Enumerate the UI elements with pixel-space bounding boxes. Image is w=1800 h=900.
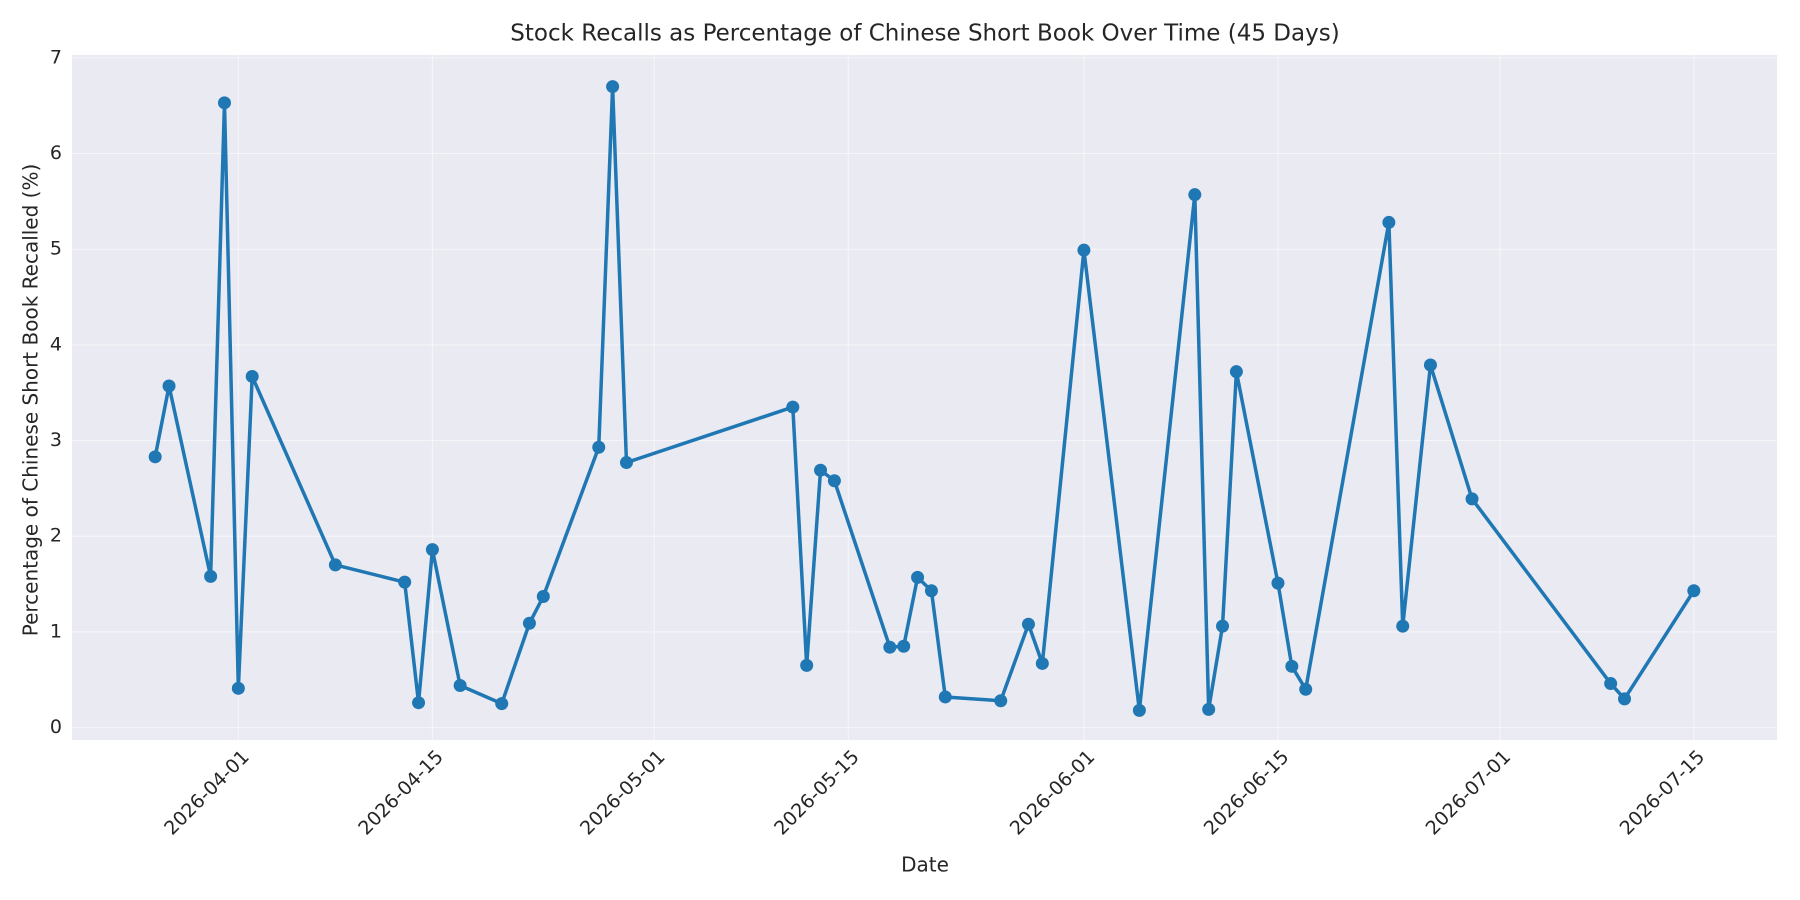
point (938, 690, 952, 704)
point (1285, 659, 1299, 673)
point (1299, 682, 1313, 696)
point (1271, 576, 1285, 590)
point (1077, 243, 1091, 257)
point (1396, 619, 1410, 633)
point (328, 558, 342, 572)
x-tick-label: 2026-06-15 (1200, 746, 1294, 840)
y-tick-label: 7 (50, 46, 62, 68)
y-axis-label: Percentage of Chinese Short Book Recalle… (19, 164, 43, 637)
point (412, 696, 426, 710)
y-tick-label: 5 (50, 238, 62, 260)
point (231, 681, 245, 695)
point (827, 474, 841, 488)
point (1035, 656, 1049, 670)
point (1604, 677, 1618, 691)
x-tick-label: 2026-05-15 (770, 746, 864, 840)
point (245, 369, 259, 383)
point (883, 640, 897, 654)
point (1132, 703, 1146, 717)
point (814, 463, 828, 477)
point (162, 379, 176, 393)
point (606, 80, 620, 94)
point (592, 440, 606, 454)
point (536, 589, 550, 603)
point (1618, 692, 1632, 706)
point (911, 570, 925, 584)
x-axis-label: Date (901, 853, 949, 877)
x-tick-label: 2026-04-15 (354, 746, 448, 840)
point (786, 400, 800, 414)
x-tick-label: 2026-05-01 (576, 746, 670, 840)
y-tick-label: 2 (50, 525, 62, 547)
point (1188, 188, 1202, 202)
point (994, 694, 1008, 708)
x-tick-label: 2026-07-01 (1422, 746, 1516, 840)
point (522, 616, 536, 630)
point (800, 658, 814, 672)
x-tick-label: 2026-07-15 (1616, 746, 1710, 840)
point (217, 96, 231, 110)
y-tick-label: 4 (50, 333, 62, 355)
x-tick-label: 2026-04-01 (160, 746, 254, 840)
x-tick-label: 2026-06-01 (1006, 746, 1100, 840)
point (398, 575, 412, 589)
point (1423, 358, 1437, 372)
plot-area (72, 55, 1777, 740)
point (148, 450, 162, 464)
point (1202, 702, 1216, 716)
y-tick-label: 1 (50, 620, 62, 642)
point (495, 697, 509, 711)
y-tick-label: 3 (50, 429, 62, 451)
point (204, 569, 218, 583)
point (453, 678, 467, 692)
point (1216, 619, 1230, 633)
y-tick-label: 0 (50, 716, 62, 738)
point (1021, 617, 1035, 631)
point (897, 639, 911, 653)
point (619, 456, 633, 470)
chart-title: Stock Recalls as Percentage of Chinese S… (510, 21, 1339, 47)
point (1229, 365, 1243, 379)
point (425, 543, 439, 557)
point (1465, 492, 1479, 506)
point (1687, 584, 1701, 598)
y-tick-label: 6 (50, 142, 62, 164)
point (924, 584, 938, 598)
point (1382, 215, 1396, 229)
